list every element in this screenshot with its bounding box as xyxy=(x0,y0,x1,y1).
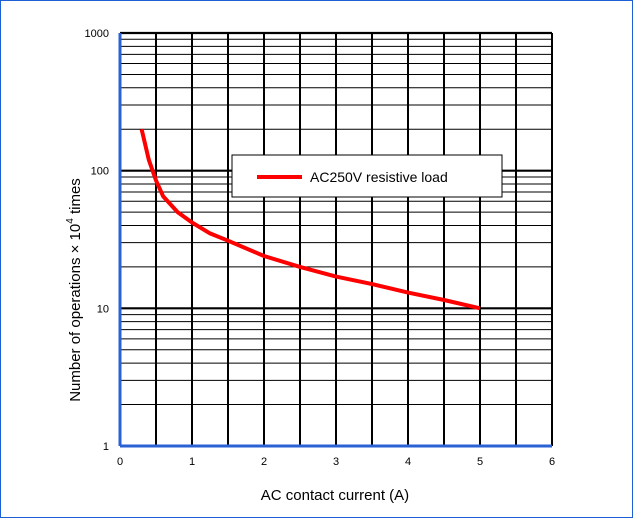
x-tick-label: 3 xyxy=(333,456,339,468)
x-tick-label: 6 xyxy=(549,456,555,468)
y-tick-label: 100 xyxy=(91,166,109,178)
x-tick-label: 5 xyxy=(477,456,483,468)
y-tick-label: 1000 xyxy=(85,28,109,40)
x-axis-label: AC contact current (A) xyxy=(261,487,409,504)
grid-layer xyxy=(120,31,553,446)
legend-label: AC250V resistive load xyxy=(310,169,448,185)
series-layer xyxy=(139,128,481,311)
x-tick-label: 1 xyxy=(189,456,195,468)
axis-layer xyxy=(118,33,552,448)
y-axis-label-exponent: 4 xyxy=(65,218,76,224)
x-tick-label: 0 xyxy=(117,456,123,468)
y-tick-label: 10 xyxy=(97,303,109,315)
y-axis-label-main: Number of operations × 10 xyxy=(67,224,84,402)
y-tick-label: 1 xyxy=(103,441,109,453)
x-tick-label: 4 xyxy=(405,456,411,468)
x-tick-label: 2 xyxy=(261,456,267,468)
legend: AC250V resistive load xyxy=(231,154,503,198)
y-axis-label-suffix: times xyxy=(67,178,84,218)
y-axis-label: Number of operations × 104 times xyxy=(65,178,84,402)
series-line xyxy=(139,128,481,311)
